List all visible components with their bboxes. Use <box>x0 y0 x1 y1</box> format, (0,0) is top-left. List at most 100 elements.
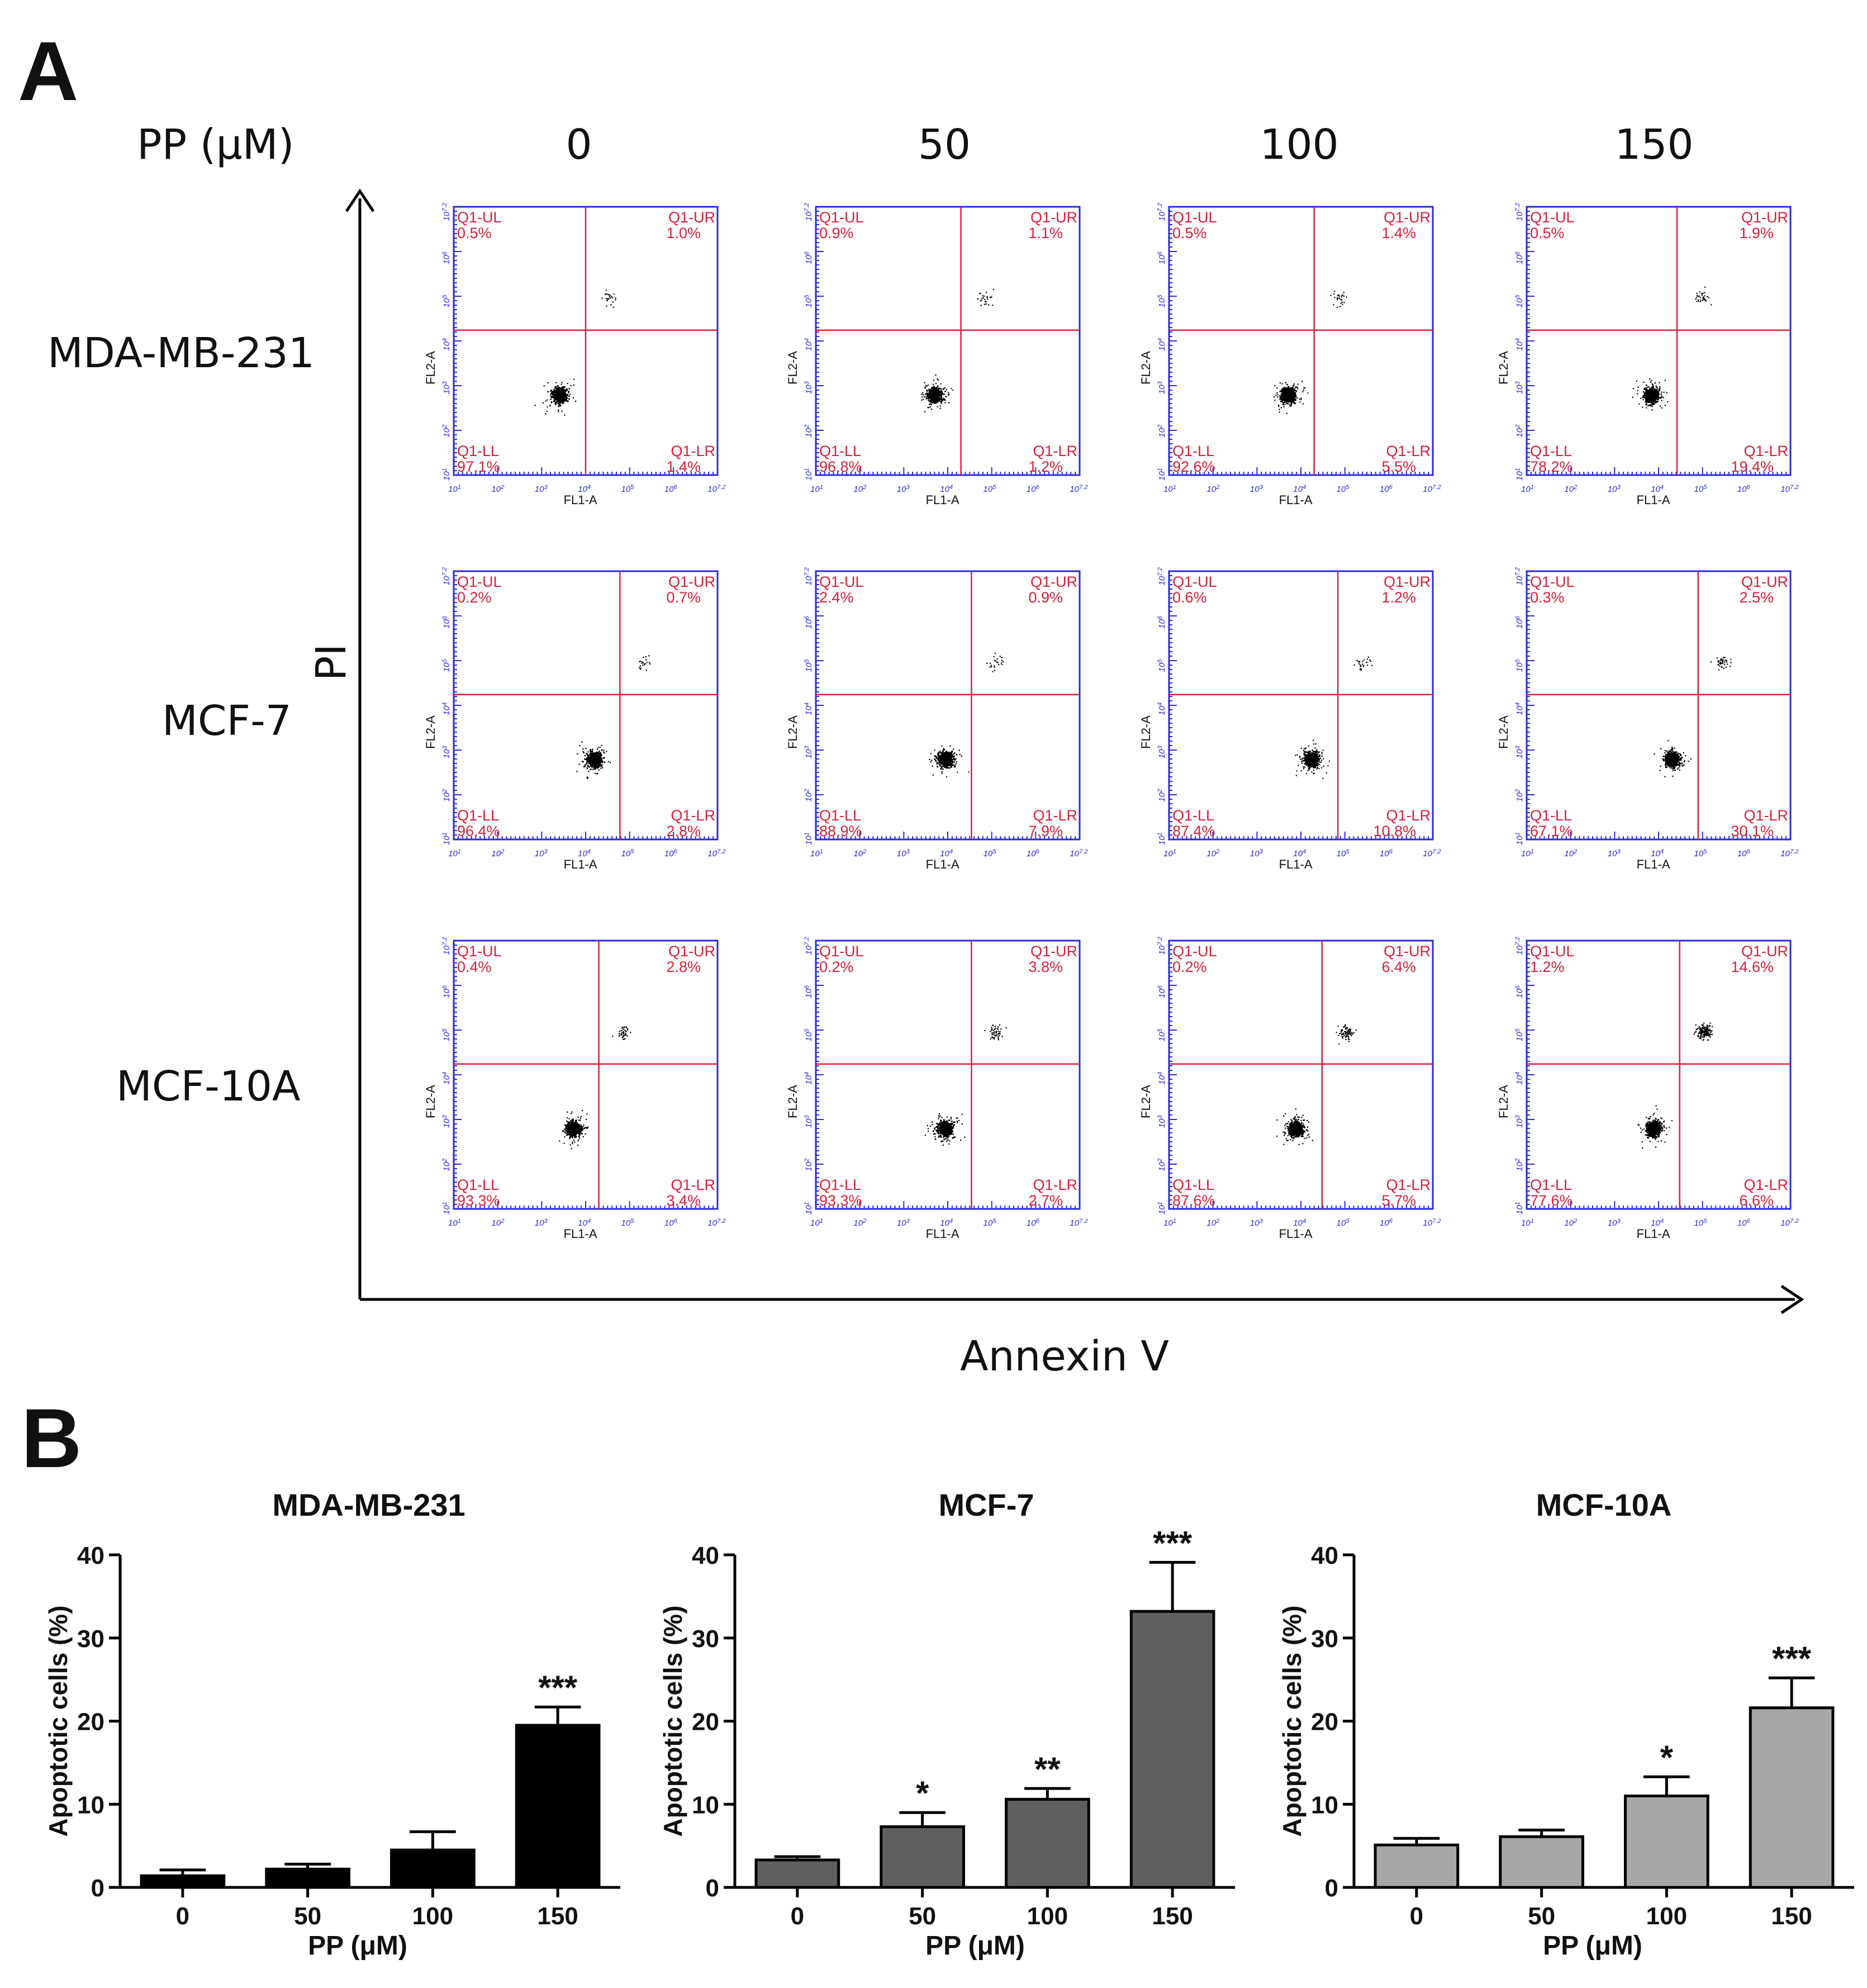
quadrant-ur-value: 1.2% <box>1381 589 1416 606</box>
quadrant-ll-name: Q1-LL <box>819 1176 861 1193</box>
flow-x-tick-label: 102 <box>853 484 867 494</box>
bar-y-tick-label: 30 <box>77 1625 104 1653</box>
flow-plot-0-3: 101 102 103 104 105 106 107.2 101 102 103 104 105 10… <box>1497 202 1799 507</box>
quadrant-ul-value: 0.5% <box>1172 225 1207 241</box>
flow-y-tick-label: 106 <box>1157 985 1167 998</box>
bar-chart-title: MCF-10A <box>1536 1487 1672 1522</box>
flow-x-tick-label: 103 <box>1608 484 1621 494</box>
bar-x-tick-label: 150 <box>1771 1902 1812 1930</box>
flow-x-tick-label: 104 <box>940 1218 953 1228</box>
flow-x-tick-label: 107.2 <box>707 1218 726 1228</box>
flow-x-tick-label: 106 <box>664 484 678 494</box>
flow-x-tick-label: 101 <box>810 484 823 494</box>
quadrant-ll-value: 87.4% <box>1172 823 1215 839</box>
flow-y-tick-label: 104 <box>804 703 814 715</box>
flow-plot-0-0: 101 102 103 104 105 106 107.2 101 102 103 104 105 10… <box>424 202 726 507</box>
bar <box>880 1825 965 1889</box>
quadrant-ul-name: Q1-UL <box>457 573 502 590</box>
quadrant-ur-name: Q1-UR <box>1741 943 1788 960</box>
flow-y-tick-label: 107.2 <box>1157 202 1167 221</box>
bar-y-tick-label: 30 <box>692 1625 719 1653</box>
bar-y-axis-label: Apoptotic cells (%) <box>658 1605 687 1837</box>
quadrant-ur-value: 3.8% <box>1028 959 1063 975</box>
flow-plot-frame <box>453 940 719 1210</box>
flow-event-dots <box>924 1024 1007 1146</box>
quadrant-lr-name: Q1-LR <box>1744 807 1788 824</box>
flow-x-tick-label: 104 <box>1293 848 1306 858</box>
quadrant-ll-name: Q1-LL <box>457 443 499 459</box>
flow-y-tick-label: 103 <box>1514 745 1524 758</box>
flow-x-tick-label: 106 <box>1737 1218 1751 1228</box>
concentration-header-150: 150 <box>1614 121 1694 169</box>
quadrant-ur-name: Q1-UR <box>1384 943 1431 960</box>
quadrant-lr-value: 6.6% <box>1739 1192 1774 1209</box>
flow-plot-frame <box>1168 570 1434 841</box>
flow-x-tick-label: 107.2 <box>1070 848 1088 858</box>
quadrant-ul-value: 0.2% <box>1172 959 1207 975</box>
quadrant-lr-name: Q1-LR <box>1744 1176 1788 1193</box>
flow-y-title: FL2-A <box>1497 1085 1510 1118</box>
quadrant-lr-value: 3.4% <box>666 1192 701 1209</box>
bar <box>1374 1843 1460 1889</box>
bar-x-tick-label: 100 <box>1646 1902 1687 1930</box>
bar-y-tick-label: 40 <box>77 1542 104 1569</box>
quadrant-ll-name: Q1-LL <box>1172 807 1214 824</box>
bar <box>1499 1835 1584 1889</box>
flow-y-tick-label: 102 <box>1157 789 1167 802</box>
quadrant-lr-value: 2.8% <box>666 823 701 839</box>
flow-x-tick-label: 104 <box>1651 484 1664 494</box>
flow-x-tick-label: 106 <box>1027 848 1040 858</box>
flow-y-tick-label: 106 <box>441 985 452 998</box>
flow-x-tick-label: 102 <box>1206 484 1220 494</box>
flow-x-tick-label: 105 <box>621 848 635 858</box>
flow-y-tick-label: 103 <box>1514 381 1524 394</box>
flow-y-tick-label: 107.2 <box>441 202 452 221</box>
quadrant-ur-name: Q1-UR <box>1030 209 1077 226</box>
flow-x-tick-label: 105 <box>1694 484 1708 494</box>
quadrant-ll-name: Q1-LL <box>1172 443 1214 459</box>
flow-y-tick-label: 102 <box>441 1158 452 1171</box>
flow-y-title: FL2-A <box>1139 351 1153 385</box>
flow-plot-2-3: 101 102 103 104 105 106 107.2 101 102 103 104 105 10… <box>1497 936 1799 1241</box>
flow-y-tick-label: 101 <box>804 1202 814 1214</box>
quadrant-ll-value: 93.3% <box>457 1192 500 1209</box>
bar-x-tick-label: 0 <box>176 1902 189 1930</box>
quadrant-lr-name: Q1-LR <box>1033 807 1077 824</box>
flow-y-tick-label: 104 <box>441 338 452 351</box>
flow-plot-frame <box>1526 206 1792 476</box>
quadrant-lr-name: Q1-LR <box>671 807 715 824</box>
quadrant-ul-name: Q1-UL <box>1530 209 1575 226</box>
quadrant-ul-value: 2.4% <box>819 589 854 606</box>
flow-x-tick-label: 107.2 <box>1780 1218 1799 1228</box>
quadrant-ll-value: 78.2% <box>1530 458 1573 475</box>
bar-chart-0: MDA-MB-231 0 10 20 30 40 Apoptotic cells (%) 0 5… <box>44 1487 620 1961</box>
concentration-header-0: 0 <box>566 121 592 169</box>
bar-y-tick-label: 10 <box>692 1791 719 1819</box>
flow-y-title: FL2-A <box>424 1085 438 1118</box>
flow-x-tick-label: 104 <box>940 484 953 494</box>
flow-y-tick-label: 103 <box>1157 745 1167 758</box>
quadrant-ur-value: 1.1% <box>1028 225 1063 241</box>
flow-y-tick-label: 102 <box>1157 424 1167 438</box>
flow-x-tick-label: 104 <box>578 1218 591 1228</box>
flow-x-tick-label: 101 <box>448 1218 461 1228</box>
flow-x-tick-label: 107.2 <box>1070 484 1088 494</box>
quadrant-ll-name: Q1-LL <box>457 807 499 824</box>
flow-y-tick-label: 107.2 <box>804 936 814 955</box>
row-label-mcf-7: MCF-7 <box>162 697 292 745</box>
flow-y-tick-label: 104 <box>1157 338 1167 351</box>
quadrant-ll-name: Q1-LL <box>457 1176 499 1193</box>
flow-y-tick-label: 103 <box>1157 1114 1167 1128</box>
quadrant-ul-value: 0.3% <box>1530 589 1565 606</box>
flow-plot-frame <box>1526 570 1792 841</box>
quadrant-lr-value: 1.4% <box>666 458 701 475</box>
quadrant-ul-name: Q1-UL <box>1172 573 1217 590</box>
flow-x-tick-label: 102 <box>1206 848 1220 858</box>
flow-y-tick-label: 105 <box>441 295 452 308</box>
flow-y-tick-label: 105 <box>1157 295 1167 308</box>
flow-x-title: FL1-A <box>926 493 959 507</box>
flow-x-tick-label: 103 <box>897 848 910 858</box>
quadrant-ll-name: Q1-LL <box>1172 1176 1214 1193</box>
flow-y-tick-label: 106 <box>1157 615 1167 629</box>
flow-x-title: FL1-A <box>926 857 959 871</box>
